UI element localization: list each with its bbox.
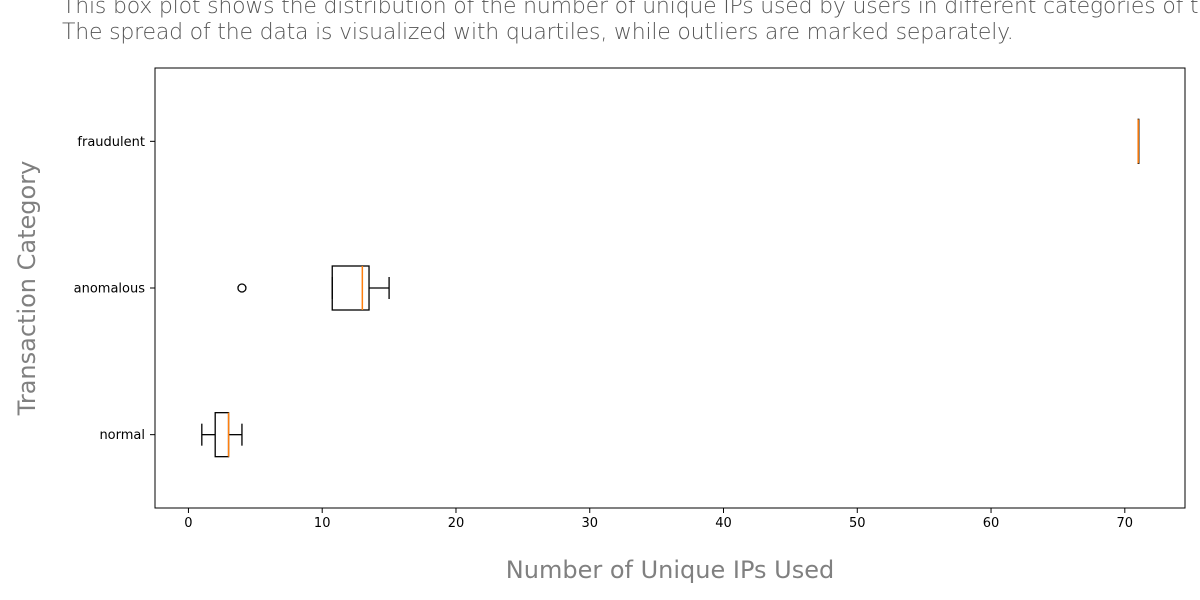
x-axis-ticks: 0 10 20 30 40 50 60 70 xyxy=(184,508,1133,531)
x-axis-label: Number of Unique IPs Used xyxy=(505,556,835,584)
box-fraudulent xyxy=(1137,118,1140,164)
chart-caption: This box plot shows the distribution of … xyxy=(62,0,1200,46)
box-iqr xyxy=(214,412,230,458)
x-tick-label: 30 xyxy=(581,516,598,531)
x-tick-label: 20 xyxy=(448,516,465,531)
x-tick-label: 50 xyxy=(849,516,866,531)
box-anomalous xyxy=(237,265,390,311)
x-tick-label: 60 xyxy=(983,516,1000,531)
caption-line-1: This box plot shows the distribution of … xyxy=(62,0,1200,19)
caption-line-2: The spread of the data is visualized wit… xyxy=(62,20,1014,45)
y-tick-label: fraudulent xyxy=(77,135,145,150)
x-tick-label: 0 xyxy=(184,516,192,531)
box-iqr xyxy=(331,265,370,311)
plot-area-frame xyxy=(154,67,1186,509)
x-tick-label: 40 xyxy=(715,516,732,531)
y-tick-label: normal xyxy=(99,428,145,443)
box-normal xyxy=(201,412,243,458)
y-axis-ticks: normal anomalous fraudulent xyxy=(74,135,155,443)
y-tick-label: anomalous xyxy=(74,282,146,297)
x-tick-label: 10 xyxy=(314,516,331,531)
outlier-point xyxy=(237,283,247,293)
boxes-group xyxy=(201,118,1140,458)
x-tick-label: 70 xyxy=(1117,516,1134,531)
